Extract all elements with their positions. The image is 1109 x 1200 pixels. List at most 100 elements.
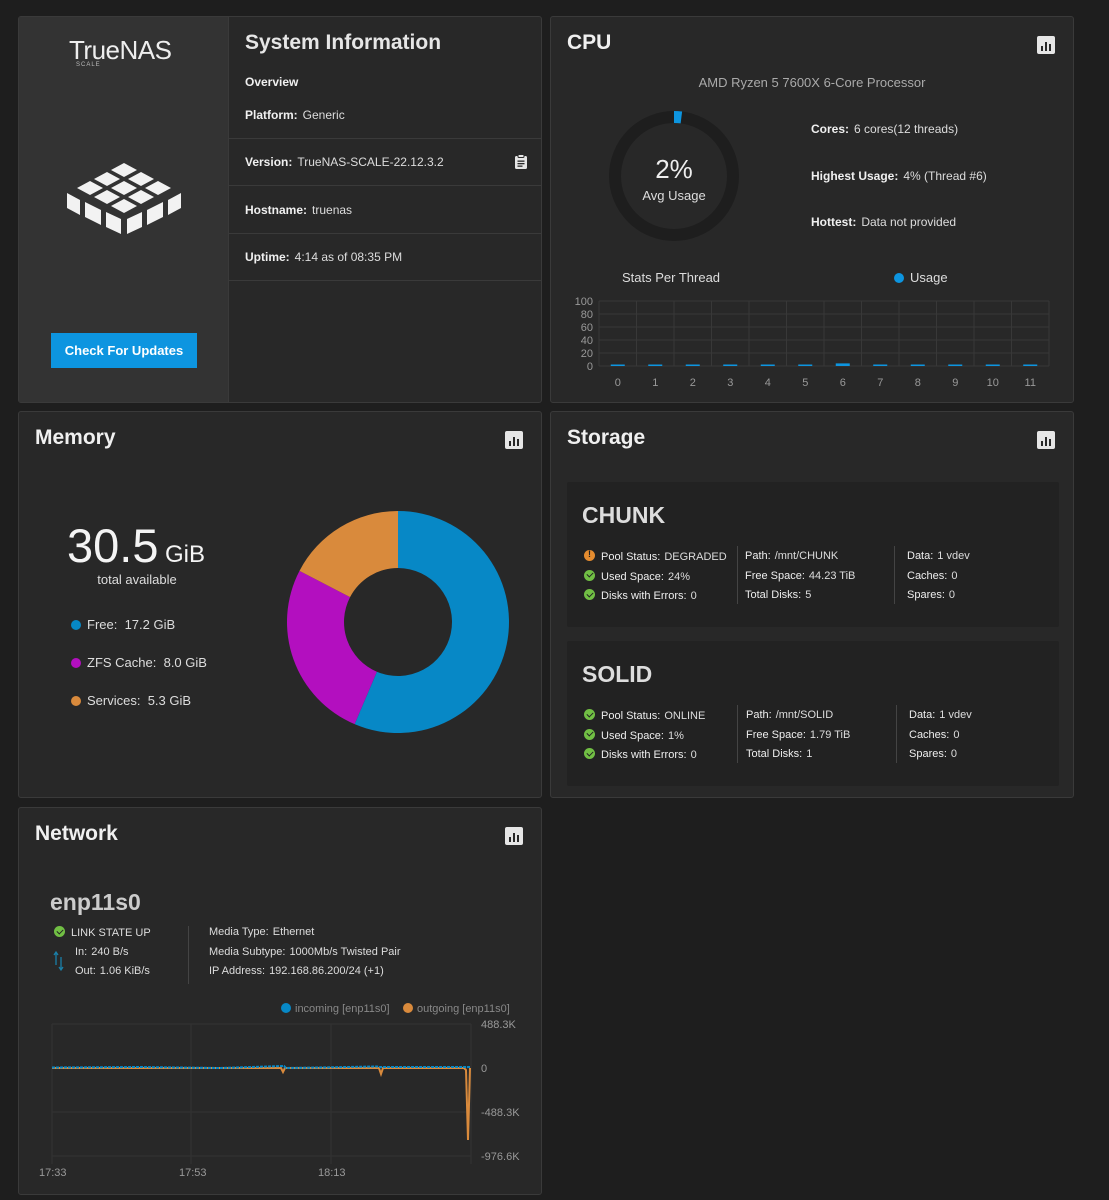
check-for-updates-button[interactable]: Check For Updates: [51, 333, 197, 368]
memory-donut-chart: [287, 511, 510, 733]
cpu-avg-label: Avg Usage: [642, 188, 705, 203]
y-tick-label: -976.6K: [481, 1151, 520, 1163]
traffic-arrows-icon: [53, 950, 64, 972]
memory-donut-slice: [299, 511, 398, 598]
total-disks-label: Total Disks:: [746, 748, 803, 760]
free-swatch: [71, 620, 81, 630]
pool-name: SOLID: [582, 661, 653, 687]
pool-card-solid[interactable]: SOLID Pool Status: ONLINE Used Space: 1% D…: [567, 641, 1059, 786]
x-tick-label: 17:53: [179, 1167, 207, 1179]
free-value: 17.2 GiB: [124, 617, 176, 632]
y-tick-label: 80: [581, 309, 593, 321]
x-tick-label: 7: [877, 377, 883, 389]
platform-row: Platform: Generic: [229, 108, 541, 122]
platform-value: Generic: [302, 108, 345, 122]
x-tick-label: 8: [915, 377, 921, 389]
outgoing-legend-label: outgoing [enp11s0]: [417, 1003, 510, 1015]
version-label: Version:: [245, 155, 293, 169]
cpu-title: CPU: [567, 31, 612, 54]
pool-status-label: Pool Status:: [601, 710, 661, 722]
uptime-label: Uptime:: [245, 250, 290, 264]
memory-card: Memory 30.5 GiB total available Free: 17…: [18, 411, 542, 798]
total-disks-value: 1: [806, 748, 813, 760]
usage-legend-label: Usage: [910, 270, 948, 285]
x-tick-label: 17:33: [39, 1167, 67, 1179]
media-type-label: Media Type:: [209, 926, 269, 938]
network-reports-icon[interactable]: [505, 827, 523, 845]
truenas-edition-label: SCALE: [76, 62, 101, 68]
in-value: 240 B/s: [91, 945, 129, 958]
network-title: Network: [35, 822, 118, 845]
free-label: Free:: [87, 617, 118, 632]
cpu-avg-value: 2%: [655, 154, 693, 184]
zfs-cache-swatch: [71, 658, 81, 668]
network-card: Network enp11s0 LINK STATE UP In: 240 B/s…: [18, 807, 542, 1195]
storage-title: Storage: [567, 426, 646, 449]
copy-version-icon[interactable]: [514, 154, 528, 170]
truenas-logo-text: TrueNAS: [69, 35, 172, 65]
thread-usage-bar: [835, 363, 850, 366]
usage-legend-swatch: [894, 273, 904, 283]
check-circle-icon: [584, 589, 595, 600]
thread-usage-bar: [798, 364, 813, 366]
check-circle-icon: [584, 748, 595, 759]
y-tick-label: 100: [575, 296, 593, 308]
hostname-row: Hostname: truenas: [229, 203, 541, 217]
x-tick-label: 3: [727, 377, 733, 389]
out-value: 1.06 KiB/s: [99, 965, 150, 977]
network-traffic-chart: incoming [enp11s0] outgoing [enp11s0] 48…: [39, 1003, 520, 1179]
ip-address-label: IP Address:: [209, 965, 266, 977]
pool-vdev-column: Data: 1 vdev Caches: 0 Spares: 0: [909, 709, 972, 768]
check-circle-icon: [584, 709, 595, 720]
zfs-cache-value: 8.0 GiB: [163, 655, 207, 670]
media-type-value: Ethernet: [272, 926, 315, 938]
memory-donut-slice: [354, 511, 510, 733]
system-information-card: TrueNAS SCALE Check For Updates: [18, 16, 542, 403]
pool-card-chunk[interactable]: CHUNK Pool Status:DEGRADED Used Space:24…: [567, 482, 1059, 627]
thread-usage-bar: [873, 364, 888, 366]
pool-status-column: Pool Status: ONLINE Used Space: 1% Disks w…: [584, 709, 705, 768]
services-swatch: [71, 696, 81, 706]
storage-card: Storage CHUNK Pool Status:DEGRADED Used …: [550, 411, 1074, 798]
services-value: 5.3 GiB: [147, 693, 192, 708]
disks-errors-label: Disks with Errors:: [601, 749, 687, 761]
cpu-card: CPU AMD Ryzen 5 7600X 6-Core Processor 2…: [550, 16, 1074, 403]
x-tick-label: 1: [652, 377, 658, 389]
cpu-highest-row: Highest Usage: 4% (Thread #6): [811, 169, 987, 183]
hottest-value: Data not provided: [861, 215, 957, 229]
ip-address-value: 192.168.86.200/24 (+1): [269, 965, 384, 977]
spares-label: Spares:: [909, 748, 947, 760]
media-subtype-value: 1000Mb/s Twisted Pair: [289, 945, 401, 958]
cpu-reports-icon[interactable]: [1037, 36, 1055, 54]
spares-label: Spares:: [907, 589, 945, 601]
uptime-value: 4:14 as of 08:35 PM: [294, 250, 403, 264]
cpu-cores-row: Cores: 6 cores(12 threads): [811, 122, 958, 136]
memory-reports-icon[interactable]: [505, 431, 523, 449]
caches-value: 0: [951, 569, 958, 582]
thread-usage-bar: [723, 364, 738, 366]
x-tick-label: 18:13: [318, 1167, 346, 1179]
cpu-usage-gauge: 2% Avg Usage: [609, 111, 739, 241]
uptime-row: Uptime: 4:14 as of 08:35 PM: [229, 250, 541, 264]
version-value: TrueNAS-SCALE-22.12.3.2: [297, 155, 444, 169]
memory-total-unit: GiB: [164, 541, 205, 568]
system-information-title: System Information: [245, 31, 442, 54]
total-disks-value: 5: [805, 589, 812, 601]
y-tick-label: 60: [581, 322, 593, 334]
incoming-legend-label: incoming [enp11s0]: [295, 1003, 390, 1015]
thread-usage-bar: [985, 364, 1000, 366]
storage-reports-icon[interactable]: [1037, 431, 1055, 449]
version-row: Version: TrueNAS-SCALE-22.12.3.2: [229, 155, 541, 169]
in-label: In:: [75, 945, 88, 958]
data-label: Data:: [907, 550, 934, 562]
overview-heading: Overview: [245, 75, 299, 89]
pool-status-label: Pool Status:: [601, 551, 661, 563]
data-value: 1 vdev: [937, 550, 970, 562]
highest-usage-label: Highest Usage:: [811, 169, 899, 183]
check-circle-icon: [584, 569, 595, 581]
outgoing-legend-swatch: [403, 1003, 413, 1013]
y-tick-label: 20: [581, 348, 593, 360]
cores-value: 6 cores(12 threads): [854, 122, 959, 136]
free-space-label: Free Space:: [745, 569, 805, 582]
